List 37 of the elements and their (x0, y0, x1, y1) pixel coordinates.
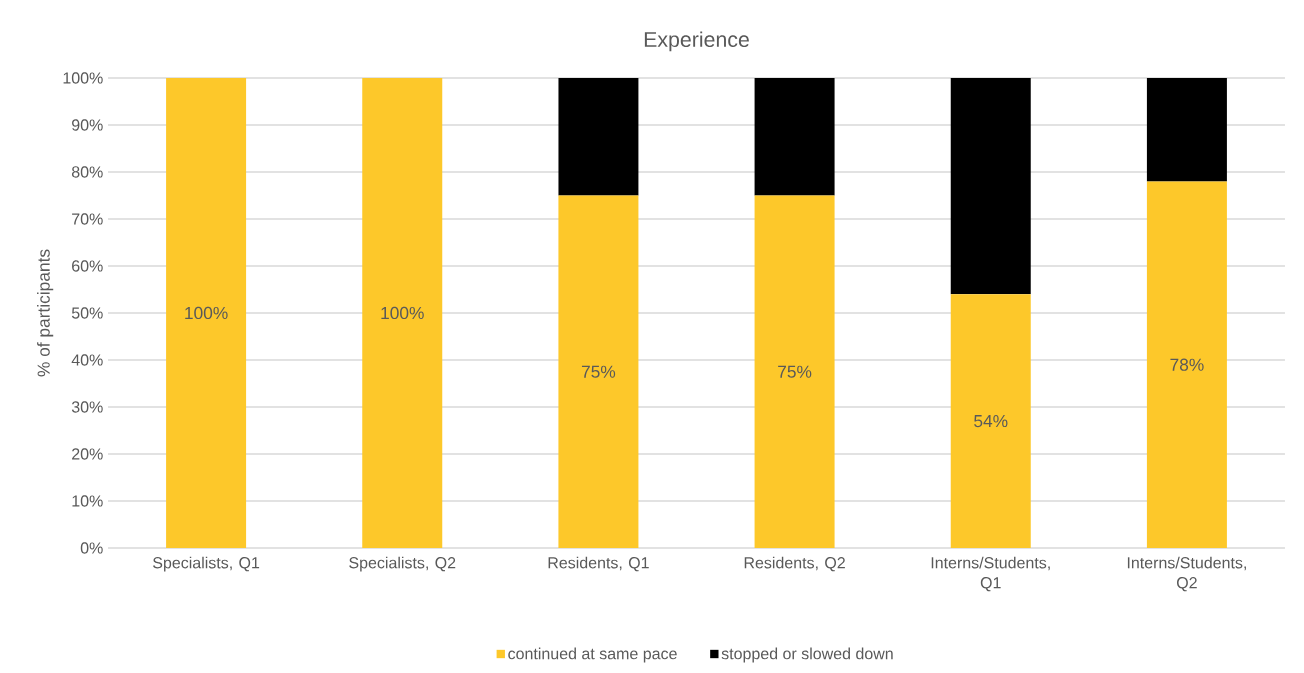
bar (558, 77, 639, 196)
x-tick-label: Specialists, Q2 (349, 556, 456, 572)
legend-label: continued at same pace (508, 647, 677, 663)
data-label: 75% (778, 365, 812, 378)
x-tick-label: Specialists, Q1 (153, 556, 260, 572)
x-tick-label: Interns/Students, Q1 (931, 556, 1050, 592)
bar (1146, 77, 1227, 182)
y-tick-label: 20% (72, 448, 103, 460)
data-label: 100% (185, 306, 228, 320)
data-label: 54% (974, 414, 1008, 428)
y-axis-title: % of participants (37, 249, 54, 377)
y-tick-label: 70% (72, 213, 103, 225)
data-label: 75% (581, 365, 616, 378)
x-tick-label: Interns/Students, Q2 (1127, 556, 1246, 592)
bar (558, 195, 639, 548)
bar (754, 195, 835, 548)
data-label: 100% (381, 306, 424, 320)
bar (950, 294, 1031, 548)
bar (754, 77, 835, 196)
x-tick-label: Residents, Q2 (744, 556, 845, 572)
y-tick-label: 90% (72, 119, 103, 131)
bar (166, 77, 247, 548)
data-label: 78% (1170, 358, 1204, 371)
bar (362, 77, 443, 548)
y-tick-label: 0% (80, 542, 103, 554)
chart-title: Experience (644, 31, 749, 52)
y-tick-label: 60% (72, 260, 103, 272)
y-tick-label: 10% (72, 495, 103, 507)
y-tick-label: 40% (71, 354, 103, 366)
legend-label: stopped or slowed down (721, 647, 893, 663)
x-tick-label: Residents, Q1 (548, 556, 649, 572)
y-tick-label: 50% (71, 307, 103, 319)
y-tick-label: 100% (63, 72, 103, 84)
bar (1146, 181, 1227, 548)
y-tick-label: 30% (71, 401, 103, 413)
y-tick-label: 80% (71, 166, 103, 178)
bar (950, 77, 1031, 295)
